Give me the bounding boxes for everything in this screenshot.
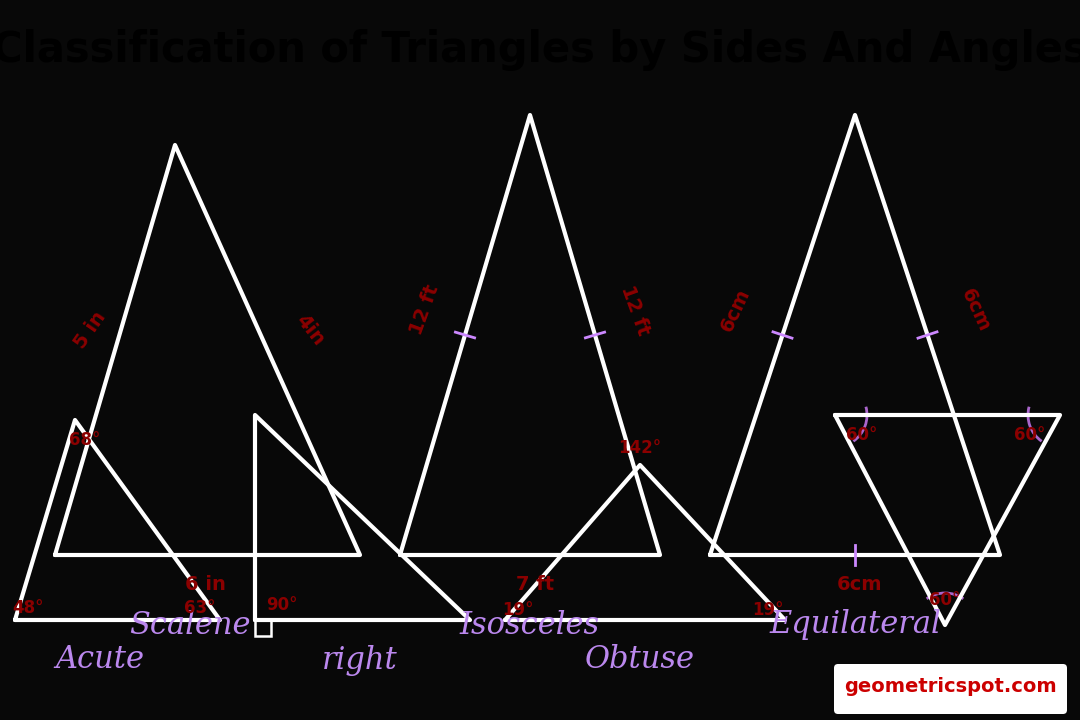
Text: Classification of Triangles by Sides And Angles: Classification of Triangles by Sides And… <box>0 30 1080 71</box>
Text: Equilateral: Equilateral <box>769 610 941 641</box>
Text: Isosceles: Isosceles <box>460 610 600 641</box>
Text: 68°: 68° <box>69 431 100 449</box>
Text: 60°: 60° <box>1014 426 1045 444</box>
FancyBboxPatch shape <box>834 664 1067 714</box>
Text: 12 ft: 12 ft <box>407 282 443 338</box>
Text: 7 ft: 7 ft <box>516 575 554 595</box>
Text: 6cm: 6cm <box>837 575 882 595</box>
Text: 142°: 142° <box>619 439 662 457</box>
Text: 19°: 19° <box>502 601 534 619</box>
Text: 6cm: 6cm <box>717 285 753 335</box>
Text: 6cm: 6cm <box>957 285 994 335</box>
Text: 4in: 4in <box>292 311 328 349</box>
Text: Scalene: Scalene <box>130 610 251 641</box>
Text: 6 in: 6 in <box>185 575 226 595</box>
Text: right: right <box>322 644 397 675</box>
Text: 48°: 48° <box>12 599 44 617</box>
Text: 63°: 63° <box>185 599 216 617</box>
Text: 19°: 19° <box>753 601 784 619</box>
Text: geometricspot.com: geometricspot.com <box>843 678 1056 696</box>
Text: 5 in: 5 in <box>70 308 109 352</box>
Text: 90°: 90° <box>267 596 298 614</box>
Text: 60°: 60° <box>929 591 961 609</box>
Text: 12 ft: 12 ft <box>617 282 652 338</box>
Text: Acute: Acute <box>55 644 145 675</box>
Text: Obtuse: Obtuse <box>585 644 696 675</box>
Text: 60°: 60° <box>847 426 878 444</box>
